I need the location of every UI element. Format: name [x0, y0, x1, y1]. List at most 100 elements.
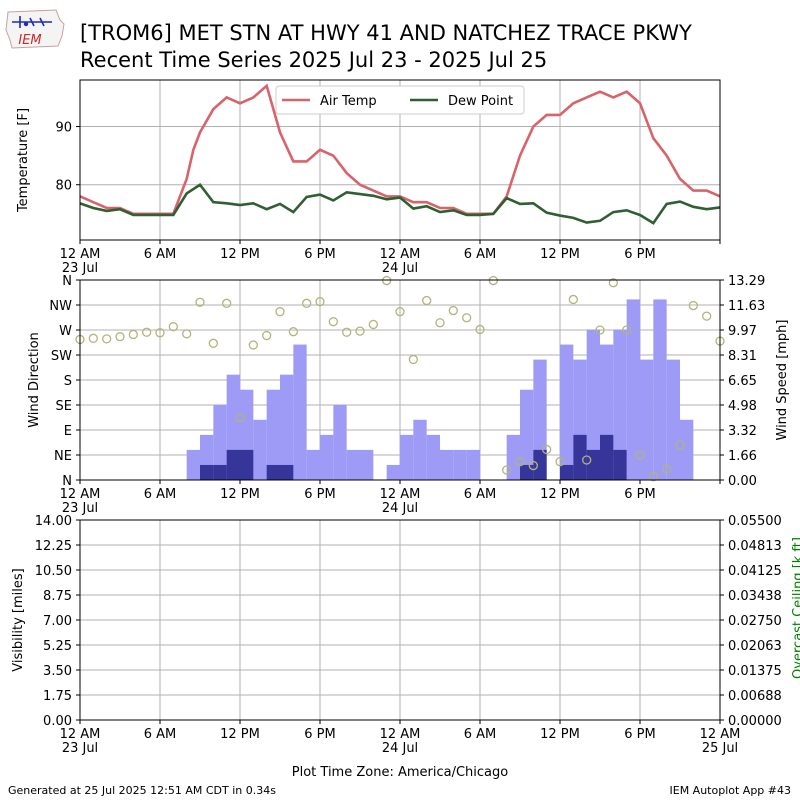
wind-gust-bar [586, 449, 600, 480]
wind-speed-bar [306, 449, 320, 480]
x-tick-label: 6 PM [624, 487, 655, 502]
wind-gust-bar [226, 449, 240, 480]
direction-tick-label: W [59, 324, 72, 339]
wind-gust-bar [533, 449, 547, 480]
legend-box [275, 85, 525, 115]
wind-gust-bar [560, 464, 574, 480]
ceiling-tick-label: 0.01375 [728, 664, 782, 679]
x-tick-label: 6 AM [464, 247, 497, 262]
wind-gust-bar [240, 449, 254, 480]
wind-direction-point [368, 319, 378, 330]
wind-direction-point [422, 295, 432, 306]
visibility-tick-label: 7.00 [43, 614, 72, 629]
wind-direction-point [315, 297, 325, 307]
visibility-tick-label: 8.75 [43, 589, 72, 604]
wind-direction-point [342, 327, 352, 337]
chart-subtitle: Recent Time Series 2025 Jul 23 - 2025 Ju… [80, 48, 547, 72]
wind-speed-bar [413, 419, 427, 480]
wind-direction-point [222, 298, 232, 308]
visibility-tick-label: 14.00 [35, 514, 72, 529]
x-date-label: 23 Jul [62, 501, 98, 516]
wind-direction-point [502, 465, 512, 475]
wind-direction-point [688, 300, 698, 311]
wind-speed-bar [626, 299, 640, 480]
ceiling-tick-label: 0.04125 [728, 564, 782, 579]
plot-frame [79, 519, 721, 721]
wind-direction-point [662, 464, 672, 474]
wind-speed-bar [680, 419, 694, 480]
wind-speed-bar [253, 419, 267, 480]
wind-direction-point [115, 332, 125, 342]
wind-speed-bar [640, 359, 654, 480]
speed-tick-label: 0.00 [728, 474, 757, 489]
wind-direction-point [382, 275, 392, 286]
y-axis-label-right: Overcast Ceiling [k ft] [791, 537, 800, 679]
visibility-tick-label: 5.25 [43, 639, 72, 654]
wind-direction-point [542, 444, 552, 455]
logo-text: IEM [18, 33, 41, 48]
speed-tick-label: 3.32 [728, 424, 757, 439]
x-tick-label: 12 AM [60, 487, 101, 502]
direction-tick-label: N [62, 274, 72, 289]
visibility-tick-label: 10.50 [35, 564, 72, 579]
x-tick-label: 6 PM [304, 487, 335, 502]
wind-direction-point [622, 325, 632, 335]
x-tick-label: 6 AM [144, 247, 177, 262]
wind-direction-point [88, 333, 98, 343]
direction-tick-label: S [64, 374, 72, 389]
wind-speed-bar [266, 389, 280, 480]
wind-direction-point [595, 325, 605, 335]
direction-tick-label: NE [54, 449, 72, 464]
x-date-label: 24 Jul [382, 741, 418, 756]
wind-speed-bar [560, 344, 574, 480]
speed-tick-label: 13.29 [728, 274, 765, 289]
legend-label: Dew Point [448, 94, 513, 109]
speed-tick-label: 4.98 [728, 399, 757, 414]
wind-direction-point [568, 294, 578, 305]
wind-direction-point [582, 455, 592, 465]
wind-direction-point [648, 472, 658, 482]
wind-direction-point [608, 278, 618, 288]
wind-direction-point [235, 413, 245, 423]
wind-speed-bar [440, 449, 454, 480]
wind-direction-point [142, 327, 152, 337]
wind-speed-bar [360, 449, 374, 480]
x-tick-label: 12 PM [220, 487, 260, 502]
direction-tick-label: NW [49, 299, 72, 314]
wind-gust-bar [600, 434, 614, 480]
ceiling-tick-label: 0.05500 [728, 514, 782, 529]
x-tick-label: 12 AM [60, 727, 101, 742]
ceiling-tick-label: 0.02750 [728, 614, 782, 629]
wind-direction-point [675, 440, 685, 450]
wind-direction-point [462, 313, 472, 323]
wind-gust-bar [280, 464, 294, 480]
direction-tick-label: SE [56, 399, 72, 414]
y-axis-label: Wind Direction [27, 332, 42, 428]
visibility-tick-label: 12.25 [35, 539, 72, 554]
wind-direction-point [528, 460, 538, 471]
dew-point-line [79, 182, 721, 225]
wind-speed-bar [320, 434, 334, 480]
x-date-label: 25 Jul [702, 741, 738, 756]
x-date-label: 23 Jul [62, 741, 98, 756]
wind-gust-bar [213, 464, 227, 480]
x-tick-label: 12 PM [540, 727, 580, 742]
wind-direction-point [515, 457, 525, 467]
wind-speed-bar [400, 434, 414, 480]
wind-speed-bar [586, 329, 600, 480]
wind-speed-bar [426, 434, 440, 480]
speed-tick-label: 9.97 [728, 324, 757, 339]
visibility-tick-label: 1.75 [43, 689, 72, 704]
wind-gust-bar [520, 464, 534, 480]
wind-gust-bar [573, 434, 587, 480]
x-tick-label: 12 AM [380, 247, 421, 262]
x-tick-label: 6 PM [304, 727, 335, 742]
ceiling-tick-label: 0.00688 [728, 689, 782, 704]
wind-direction-point [435, 318, 445, 328]
wind-direction-point [195, 297, 205, 307]
ceiling-tick-label: 0.04813 [728, 539, 782, 554]
wind-speed-bar [613, 329, 627, 480]
direction-tick-label: E [64, 424, 72, 439]
wind-speed-bar [346, 449, 360, 480]
speed-tick-label: 6.65 [728, 374, 757, 389]
